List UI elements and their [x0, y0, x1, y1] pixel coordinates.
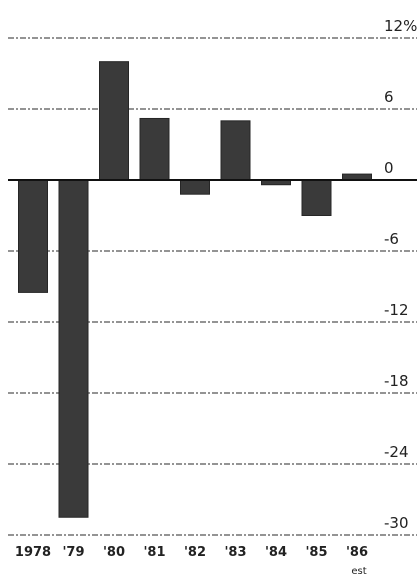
- y-tick-label: 6: [384, 88, 394, 106]
- y-tick-label: 0: [384, 159, 394, 177]
- bar: [99, 61, 129, 181]
- bar: [180, 179, 210, 195]
- bar: [220, 120, 251, 181]
- x-tick-labels: 1978 '79 '80 '81 '82 '83 '84 '85 '86 est: [15, 545, 368, 577]
- bar: [18, 179, 48, 293]
- y-tick-labels: 12% 6 0 -6 -12 -18 -24 -30: [384, 17, 417, 532]
- x-tick-label: '79: [62, 545, 84, 560]
- y-tick-label: 12%: [384, 17, 417, 35]
- x-tick-label: '82: [184, 545, 206, 560]
- y-tick-label: -6: [384, 230, 399, 248]
- x-tick-label: '83: [224, 545, 246, 560]
- bar: [301, 179, 332, 216]
- bar: [58, 179, 89, 518]
- x-tick-label: '84: [265, 545, 287, 560]
- estimate-note: est: [351, 566, 366, 577]
- y-tick-label: -18: [384, 372, 409, 390]
- x-tick-label: '85: [305, 545, 327, 560]
- bar: [139, 117, 170, 181]
- bars: [8, 61, 417, 518]
- y-tick-label: -12: [384, 301, 409, 319]
- x-tick-label: 1978: [15, 545, 51, 560]
- y-tick-label: -24: [384, 443, 409, 461]
- y-tick-label: -30: [384, 514, 409, 532]
- x-tick-label: '80: [103, 545, 125, 560]
- x-tick-label: '81: [143, 545, 165, 560]
- x-tick-label: '86: [346, 545, 368, 560]
